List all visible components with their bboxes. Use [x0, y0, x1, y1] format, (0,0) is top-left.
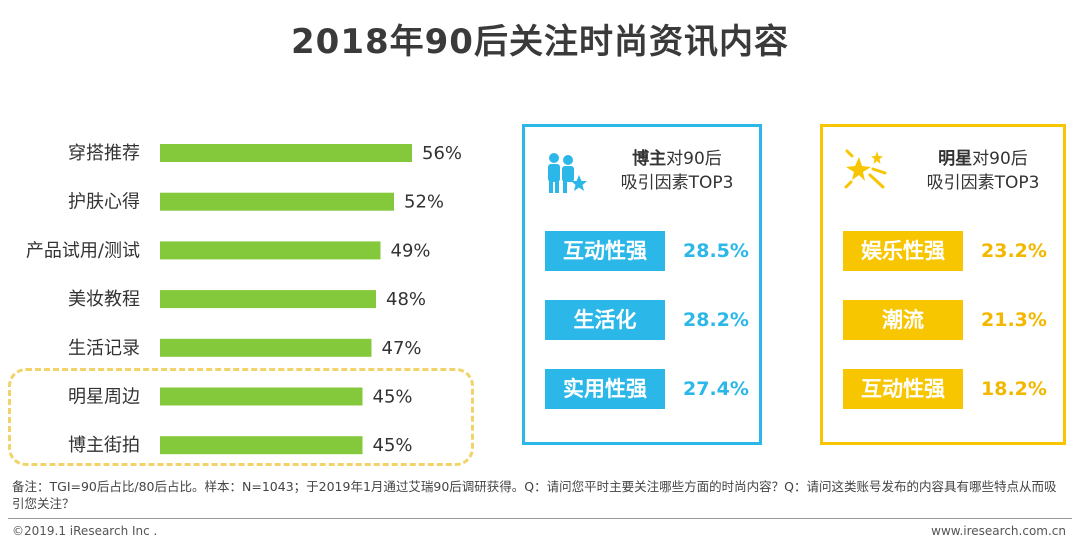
factor-value: 28.5%	[683, 240, 749, 262]
page-title: 2018年90后关注时尚资讯内容	[291, 22, 789, 62]
value-label: 48%	[386, 289, 426, 310]
value-label: 45%	[373, 435, 413, 456]
copyright: ©2019.1 iResearch Inc .	[12, 524, 158, 538]
star-panel-header: 明星对90后 吸引因素TOP3	[823, 143, 1063, 197]
category-label: 生活记录	[68, 338, 140, 359]
factor-value: 18.2%	[981, 378, 1047, 400]
category-label: 产品试用/测试	[26, 240, 140, 261]
star-factor-3: 互动性强 18.2%	[843, 369, 1053, 409]
factor-label: 生活化	[545, 300, 665, 340]
bar	[160, 241, 381, 260]
factor-value: 21.3%	[981, 309, 1047, 331]
blogger-factor-2: 生活化 28.2%	[545, 300, 755, 340]
category-label: 明星周边	[68, 387, 140, 408]
category-label: 美妆教程	[68, 289, 140, 310]
value-label: 52%	[404, 192, 444, 213]
factor-label: 娱乐性强	[843, 231, 963, 271]
factor-value: 27.4%	[683, 378, 749, 400]
website-link: www.iresearch.com.cn	[931, 524, 1066, 538]
factor-label: 互动性强	[843, 369, 963, 409]
star-factor-2: 潮流 21.3%	[843, 300, 1053, 340]
value-label: 45%	[373, 387, 413, 408]
highlight-box	[8, 368, 474, 466]
category-label: 博主街拍	[68, 435, 140, 456]
bar	[160, 192, 394, 211]
blogger-factor-3: 实用性强 27.4%	[545, 369, 755, 409]
factor-label: 实用性强	[545, 369, 665, 409]
star-factor-1: 娱乐性强 23.2%	[843, 231, 1053, 271]
bar	[160, 387, 363, 406]
bar-chart: 穿搭推荐 56% 护肤心得 52% 产品试用/测试 49% 美妆教程 48% 生活记录 47% 明星…	[26, 143, 462, 456]
factor-label: 潮流	[843, 300, 963, 340]
factor-value: 28.2%	[683, 309, 749, 331]
blogger-panel-header: 博主对90后 吸引因素TOP3	[525, 143, 759, 197]
bar	[160, 436, 363, 455]
footer-divider	[8, 518, 1072, 519]
sparkle-star-icon	[844, 149, 887, 189]
factor-value: 23.2%	[981, 240, 1047, 262]
value-label: 47%	[382, 338, 422, 359]
bar	[160, 338, 372, 357]
star-factors-panel: 明星对90后 吸引因素TOP3 娱乐性强 23.2% 潮流 21.3% 互动性强…	[820, 124, 1066, 445]
star-panel-title: 明星对90后 吸引因素TOP3	[926, 149, 1040, 193]
factor-label: 互动性强	[545, 231, 665, 271]
value-label: 56%	[422, 143, 462, 164]
category-label: 穿搭推荐	[68, 143, 140, 164]
blogger-factors-panel: 博主对90后 吸引因素TOP3 互动性强 28.5% 生活化 28.2% 实用性…	[522, 124, 762, 445]
footnote: 备注：TGI=90后占比/80后占比。样本：N=1043；于2019年1月通过艾…	[12, 479, 1057, 511]
people-star-icon	[548, 153, 587, 193]
bar	[160, 144, 412, 162]
category-label: 护肤心得	[68, 192, 140, 213]
blogger-panel-title: 博主对90后 吸引因素TOP3	[620, 149, 734, 193]
value-label: 49%	[391, 240, 431, 261]
bar	[160, 290, 376, 309]
blogger-factor-1: 互动性强 28.5%	[545, 231, 755, 271]
